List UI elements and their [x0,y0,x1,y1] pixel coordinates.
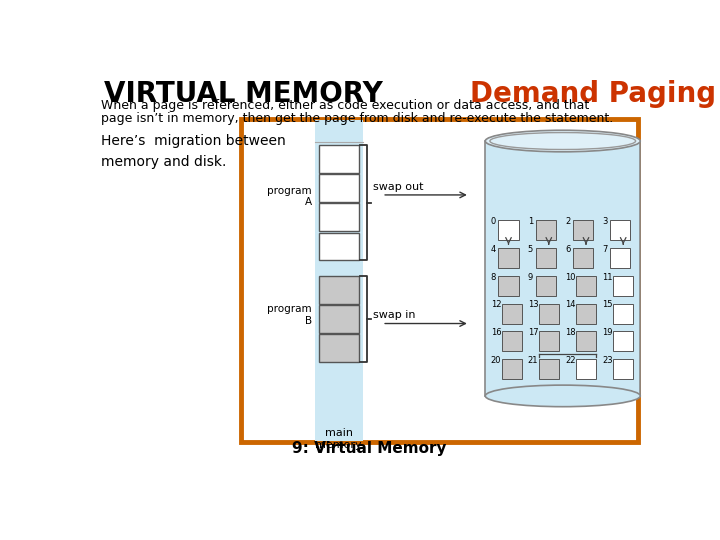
Text: program
A: program A [267,186,312,207]
FancyBboxPatch shape [613,359,634,379]
FancyBboxPatch shape [573,248,593,268]
Text: 18: 18 [565,328,576,337]
Text: 14: 14 [565,300,575,309]
FancyBboxPatch shape [319,276,359,303]
FancyBboxPatch shape [613,331,634,351]
FancyBboxPatch shape [539,303,559,323]
FancyBboxPatch shape [241,119,638,442]
Text: When a page is referenced, either as code execution or data access, and that: When a page is referenced, either as cod… [101,99,589,112]
FancyBboxPatch shape [573,220,593,240]
Text: swap out: swap out [373,182,423,192]
Text: 8: 8 [490,273,496,282]
Text: 11: 11 [602,273,613,282]
Ellipse shape [485,130,640,152]
Text: 12: 12 [490,300,501,309]
FancyBboxPatch shape [613,303,634,323]
FancyBboxPatch shape [319,305,359,333]
FancyBboxPatch shape [576,331,596,351]
Text: 21: 21 [528,356,539,365]
Ellipse shape [485,385,640,407]
FancyBboxPatch shape [498,276,518,296]
Text: program
B: program B [267,304,312,326]
Text: 2: 2 [565,217,570,226]
FancyBboxPatch shape [610,220,630,240]
Text: 13: 13 [528,300,539,309]
FancyBboxPatch shape [319,233,359,260]
Text: 17: 17 [528,328,539,337]
FancyBboxPatch shape [539,331,559,351]
FancyBboxPatch shape [319,174,359,202]
FancyBboxPatch shape [576,303,596,323]
FancyBboxPatch shape [315,120,363,441]
Text: 9: 9 [528,273,533,282]
FancyBboxPatch shape [536,220,556,240]
FancyBboxPatch shape [502,303,522,323]
FancyBboxPatch shape [536,248,556,268]
Text: swap in: swap in [373,310,415,320]
FancyBboxPatch shape [539,359,559,379]
Text: Demand Paging: Demand Paging [469,80,716,108]
Text: 7: 7 [602,245,608,254]
Text: 23: 23 [602,356,613,365]
Text: 22: 22 [565,356,575,365]
FancyBboxPatch shape [610,248,630,268]
Text: 4: 4 [490,245,496,254]
Text: 6: 6 [565,245,570,254]
FancyBboxPatch shape [536,276,556,296]
Text: 1: 1 [528,217,533,226]
Text: 15: 15 [602,300,613,309]
Text: 10: 10 [565,273,575,282]
Text: 5: 5 [528,245,533,254]
Text: page isn’t in memory, then get the page from disk and re-execute the statement.: page isn’t in memory, then get the page … [101,112,613,125]
FancyBboxPatch shape [498,248,518,268]
Text: 16: 16 [490,328,501,337]
FancyBboxPatch shape [498,220,518,240]
FancyBboxPatch shape [319,145,359,173]
Text: Here’s  migration between
memory and disk.: Here’s migration between memory and disk… [101,134,286,168]
FancyBboxPatch shape [319,334,359,362]
Text: VIRTUAL MEMORY: VIRTUAL MEMORY [104,80,383,108]
FancyBboxPatch shape [576,359,596,379]
Text: 0: 0 [490,217,496,226]
FancyBboxPatch shape [502,359,522,379]
Text: 20: 20 [490,356,501,365]
Text: 19: 19 [602,328,613,337]
FancyBboxPatch shape [319,204,359,231]
FancyBboxPatch shape [502,331,522,351]
Text: 9: Virtual Memory: 9: Virtual Memory [292,441,446,456]
Text: main
memory: main memory [315,428,362,450]
Text: 3: 3 [602,217,608,226]
FancyBboxPatch shape [576,276,596,296]
FancyBboxPatch shape [485,141,640,396]
FancyBboxPatch shape [613,276,634,296]
